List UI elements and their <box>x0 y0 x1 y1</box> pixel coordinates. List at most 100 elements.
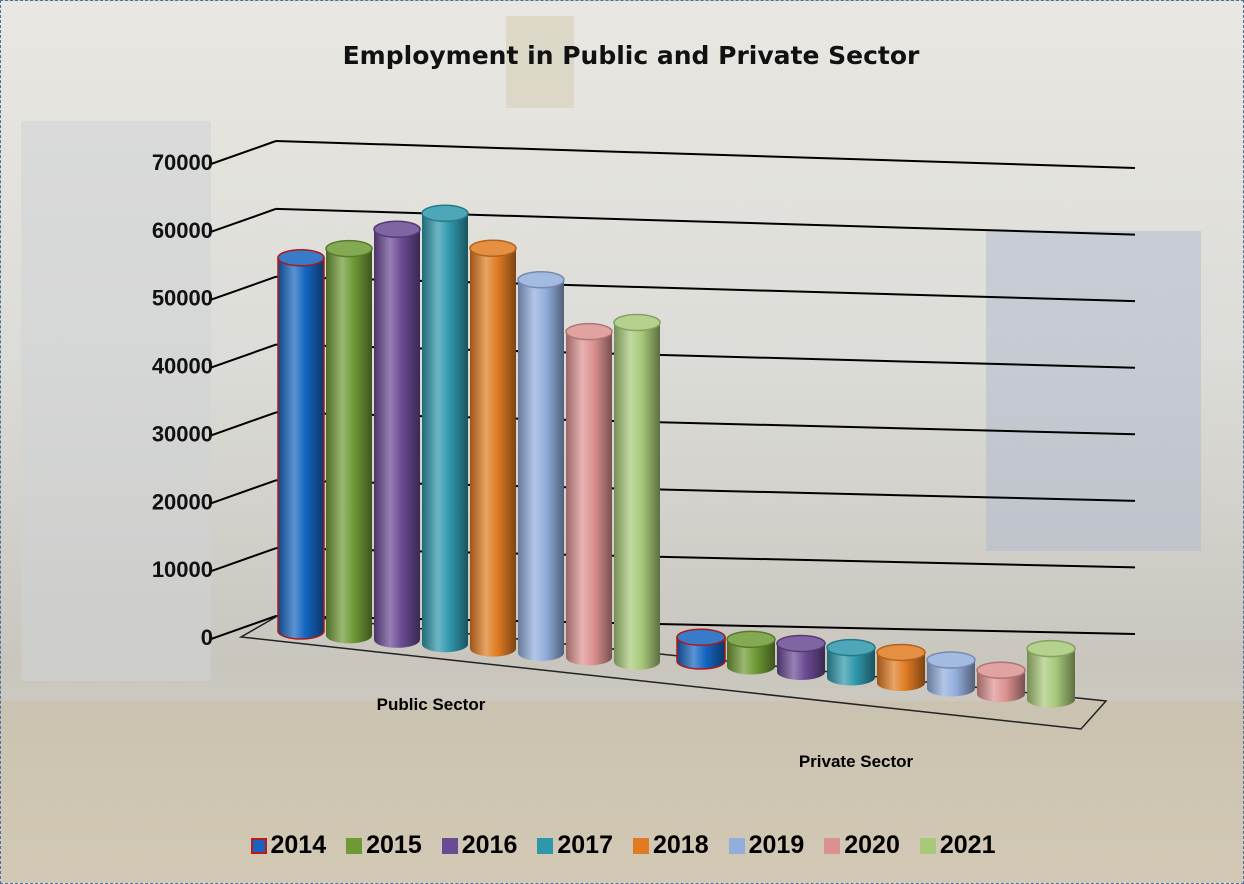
bar-private-sector-2021 <box>1026 639 1076 708</box>
bar-public-sector-2015 <box>325 239 373 644</box>
bar-private-sector-2019 <box>926 651 976 697</box>
legend-swatch <box>728 837 745 854</box>
bar-top <box>726 630 776 649</box>
gridline <box>275 140 1136 169</box>
bar-top <box>421 204 469 223</box>
legend-label: 2014 <box>270 831 327 859</box>
bar-top <box>876 643 926 662</box>
legend-label: 2016 <box>461 831 518 859</box>
y-tick-label: 70000 <box>152 150 213 175</box>
bar-body <box>1027 648 1075 708</box>
bar-top <box>613 313 661 332</box>
bar-body <box>422 213 468 653</box>
legend-item-2016: 2016 <box>441 831 518 860</box>
bar-body <box>927 660 975 697</box>
legend-swatch <box>633 837 649 854</box>
legend-swatch <box>346 837 363 854</box>
bar-top <box>976 661 1026 679</box>
bar-public-sector-2017 <box>421 204 469 653</box>
bar-body <box>777 643 825 680</box>
legend-swatch <box>441 837 458 854</box>
bar-public-sector-2020 <box>565 322 613 666</box>
bar-private-sector-2020 <box>976 661 1026 702</box>
bar-body <box>518 279 564 661</box>
bar-private-sector-2016 <box>776 634 826 680</box>
legend-item-2015: 2015 <box>346 831 422 860</box>
bar-body <box>676 636 726 670</box>
bar-private-sector-2018 <box>876 643 926 691</box>
legend-item-2017: 2017 <box>537 831 613 860</box>
background-clock <box>506 16 574 108</box>
bar-private-sector-2017 <box>826 638 876 686</box>
chart-floor <box>238 613 1108 730</box>
bar-private-sector-2015 <box>726 630 776 675</box>
bar-top <box>1026 639 1076 658</box>
legend-swatch <box>919 837 936 854</box>
bar-body <box>977 670 1025 702</box>
bar-body <box>277 257 325 640</box>
legend-label: 2017 <box>557 831 613 859</box>
y-tick-label: 20000 <box>152 489 213 514</box>
gridline-left <box>210 615 277 640</box>
y-tick-label: 30000 <box>152 421 213 446</box>
bar-top <box>517 271 565 289</box>
bar-top <box>277 249 325 267</box>
y-tick-label: 50000 <box>152 286 213 311</box>
bar-public-sector-2021 <box>613 313 661 670</box>
gridline <box>275 207 1136 236</box>
bar-top <box>776 634 826 653</box>
legend-label: 2019 <box>748 831 805 859</box>
legend: 2014 2015 2016 2017 2018 2019 2020 2021 <box>1 831 1243 860</box>
gridline-left <box>210 275 277 301</box>
x-category-label: Public Sector <box>377 695 486 714</box>
legend-label: 2021 <box>939 831 996 859</box>
legend-label: 2015 <box>366 831 422 859</box>
legend-item-2020: 2020 <box>824 831 900 860</box>
bar-body <box>727 639 775 675</box>
legend-item-2019: 2019 <box>728 831 805 860</box>
bar-top <box>469 239 517 257</box>
bar-body <box>827 647 875 686</box>
bar-body <box>877 652 925 691</box>
gridline-left <box>210 547 277 573</box>
bar-public-sector-2019 <box>517 271 565 661</box>
y-tick-label: 40000 <box>152 354 213 379</box>
bar-top <box>826 638 876 657</box>
y-tick-label: 10000 <box>152 557 213 582</box>
y-tick-label: 0 <box>201 625 213 650</box>
background-window-left <box>21 121 211 681</box>
bar-top <box>926 651 976 669</box>
bar-public-sector-2018 <box>469 239 517 657</box>
bar-top <box>565 322 613 341</box>
gridline-left <box>210 411 277 437</box>
bar-private-sector-2014 <box>676 628 726 670</box>
axis-labels: 0 10000 20000 30000 40000 50000 60000 70000 Publ… <box>152 150 914 771</box>
bar-body <box>374 229 420 648</box>
legend-label: 2020 <box>844 831 900 859</box>
chart-title: Employment in Public and Private Sector <box>342 41 920 70</box>
gridline-left <box>210 479 277 505</box>
bar-body <box>614 322 660 670</box>
x-category-label: Private Sector <box>799 752 914 771</box>
background-desk <box>1 701 1243 883</box>
legend-swatch <box>824 837 841 854</box>
bar-top <box>325 239 373 258</box>
bar-public-sector-2014 <box>277 249 325 640</box>
legend-label: 2018 <box>653 831 709 859</box>
gridline-left <box>210 343 277 369</box>
legend-item-2014: 2014 <box>250 831 327 860</box>
bar-body <box>470 248 516 657</box>
y-tick-label: 60000 <box>152 218 213 243</box>
legend-swatch <box>250 837 267 854</box>
bar-body <box>566 331 612 666</box>
legend-item-2018: 2018 <box>633 831 709 860</box>
legend-item-2021: 2021 <box>919 831 996 860</box>
bar-body <box>326 248 372 644</box>
bar-public-sector-2016 <box>373 220 421 648</box>
bar-series <box>277 204 1076 708</box>
bar-top <box>373 220 421 239</box>
legend-swatch <box>537 837 554 854</box>
gridline-left <box>210 140 277 165</box>
